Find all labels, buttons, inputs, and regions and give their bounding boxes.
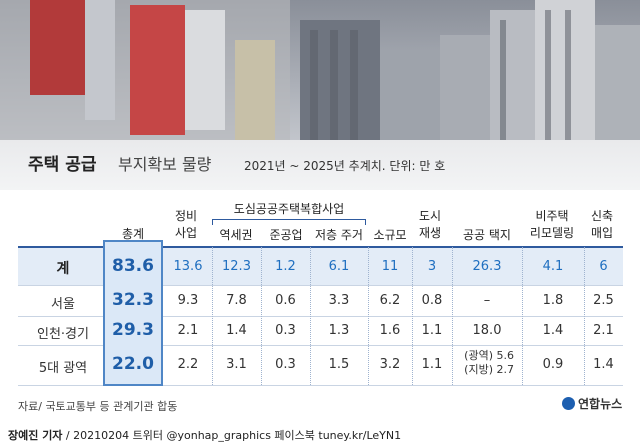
table-cell: 2.1 [177, 323, 199, 338]
table-cell: 1.2 [275, 259, 296, 274]
table-cell: 6.2 [379, 293, 401, 308]
yonhap-logo: 연합뉴스 [562, 395, 622, 412]
table-cell-split: (광역) 5.6 (지방) 2.7 [452, 349, 514, 377]
header-photo [0, 0, 640, 158]
group-bracket [212, 219, 366, 225]
table-cell: 11 [381, 259, 399, 274]
table-cell: 1.4 [542, 323, 564, 338]
table-cell: 4.1 [542, 259, 564, 274]
row-label-sum: 계 [56, 261, 70, 277]
header-c5: 소규모 [373, 228, 407, 242]
table-cell: 13.6 [173, 259, 203, 274]
col-divider [412, 247, 413, 385]
table-cell: 1.3 [328, 323, 350, 338]
table-cell: 0.3 [275, 357, 296, 372]
table-cell: 1.8 [542, 293, 564, 308]
author: 장예진 기자 [8, 429, 63, 442]
header-c2: 역세권 [219, 228, 253, 242]
table-top-rule [18, 246, 623, 248]
total-value-incheon-gyeonggi: 29.3 [112, 320, 154, 340]
chart-subtitle: 2021년 ~ 2025년 추계치. 단위: 만 호 [244, 159, 446, 173]
group-header: 도심공공주택복합사업 [233, 202, 345, 216]
table-cell: 3.2 [379, 357, 401, 372]
title-band [0, 140, 640, 190]
table-cell: 3 [427, 259, 437, 274]
row-label-incheon-gyeonggi: 인천·경기 [37, 327, 89, 342]
split-cell-local: (지방) 2.7 [464, 363, 514, 376]
header-c9: 신축 매입 [590, 209, 614, 240]
col-divider [452, 247, 453, 385]
header-c8: 비주택 리모델링 [529, 209, 575, 240]
header-c7: 공공 택지 [463, 228, 511, 242]
chart-title-sub: 부지확보 물량 [118, 155, 212, 174]
credit-line: 장예진 기자 / 20210204 트위터 @yonhap_graphics 페… [8, 427, 401, 443]
table-cell: 1.4 [593, 357, 614, 372]
table-cell: 2.1 [593, 323, 614, 338]
table-cell: 1.6 [379, 323, 401, 338]
table-cell: 6.1 [328, 259, 350, 274]
yonhap-logo-icon [562, 397, 575, 410]
table-cell: 3.1 [226, 357, 247, 372]
row-label-5-metro: 5대 광역 [38, 361, 88, 376]
header-total: 총계 [121, 227, 145, 241]
table-cell: 0.3 [275, 323, 296, 338]
table-cell: 2.5 [593, 293, 614, 308]
table-cell: 12.3 [222, 259, 251, 274]
table-cell: 7.8 [226, 293, 247, 308]
col-divider [212, 247, 213, 385]
header-c6: 도시 재생 [418, 209, 442, 240]
table-bottom-rule [18, 385, 623, 386]
table-cell: 3.3 [328, 293, 350, 308]
table-cell: 9.3 [177, 293, 199, 308]
total-value-sum: 83.6 [112, 256, 154, 276]
table-cell: 26.3 [472, 259, 502, 274]
col-divider [584, 247, 585, 385]
table-cell: 0.8 [421, 293, 443, 308]
total-value-seoul: 32.3 [112, 290, 154, 310]
header-c1: 정비 사업 [174, 209, 198, 240]
total-value-5-metro: 22.0 [112, 354, 154, 374]
table-cell: 2.2 [177, 357, 199, 372]
table-cell: 1.1 [421, 323, 443, 338]
table-cell: 6 [599, 259, 608, 274]
table-cell: 1.5 [328, 357, 350, 372]
row-divider [18, 316, 623, 317]
source-note: 자료/ 국토교통부 등 관계기관 합동 [18, 400, 178, 413]
table-cell: – [483, 293, 491, 308]
table-cell: 18.0 [472, 323, 502, 338]
chart-title: 주택 공급 [28, 155, 97, 175]
row-label-seoul: 서울 [51, 297, 75, 312]
table-cell: 1.4 [226, 323, 247, 338]
split-cell-metro: (광역) 5.6 [464, 349, 514, 362]
logo-text: 연합뉴스 [578, 397, 623, 411]
table-cell: 0.6 [275, 293, 296, 308]
credit-rest: / 20210204 트위터 @yonhap_graphics 페이스북 tun… [62, 429, 402, 442]
col-divider [310, 247, 311, 385]
row-divider [18, 345, 623, 346]
row-divider [18, 285, 623, 286]
header-c3: 준공업 [269, 228, 303, 242]
table-cell: 0.9 [542, 357, 564, 372]
col-divider [261, 247, 262, 385]
table-cell: 1.1 [421, 357, 443, 372]
total-column-highlight [103, 240, 163, 386]
header-c4: 저층 주거 [315, 228, 363, 242]
col-divider [522, 247, 523, 385]
col-divider [368, 247, 369, 385]
